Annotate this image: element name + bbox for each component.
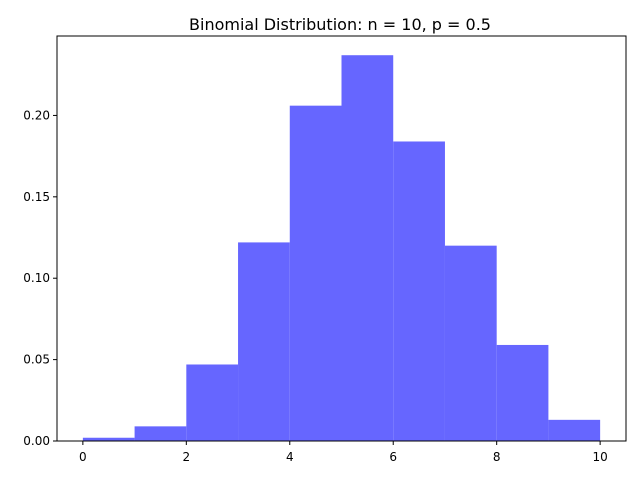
histogram-bar-7 (444, 245, 497, 441)
x-tick-label: 10 (592, 450, 607, 464)
histogram-bar-4 (289, 105, 342, 442)
histogram-bar-2 (186, 364, 239, 441)
plot-frame (56, 35, 627, 442)
histogram-bar-6 (393, 141, 445, 442)
y-tick-label: 0.05 (23, 353, 50, 367)
x-tick-label: 8 (493, 450, 501, 464)
y-tick-label: 0.10 (23, 271, 50, 285)
y-tick-label: 0.15 (23, 190, 50, 204)
x-tick-label: 6 (389, 450, 397, 464)
y-tick-label: 0.00 (23, 434, 50, 448)
histogram-bar-9 (548, 419, 601, 441)
histogram-bar-3 (238, 242, 290, 441)
histogram-bar-1 (134, 426, 187, 441)
x-tick-label: 0 (79, 450, 87, 464)
x-tick-label: 2 (182, 450, 190, 464)
x-axis: 0 2 4 6 8 10 (79, 441, 608, 464)
y-axis: 0.00 0.05 0.10 0.15 0.20 (23, 108, 57, 448)
x-tick-label: 4 (286, 450, 294, 464)
histogram-bar-8 (496, 344, 549, 441)
y-tick-label: 0.20 (23, 108, 50, 122)
bars-group (82, 55, 601, 442)
histogram-bar-5 (341, 55, 394, 442)
chart-title: Binomial Distribution: n = 10, p = 0.5 (189, 15, 491, 34)
histogram-bar-0 (82, 437, 135, 441)
